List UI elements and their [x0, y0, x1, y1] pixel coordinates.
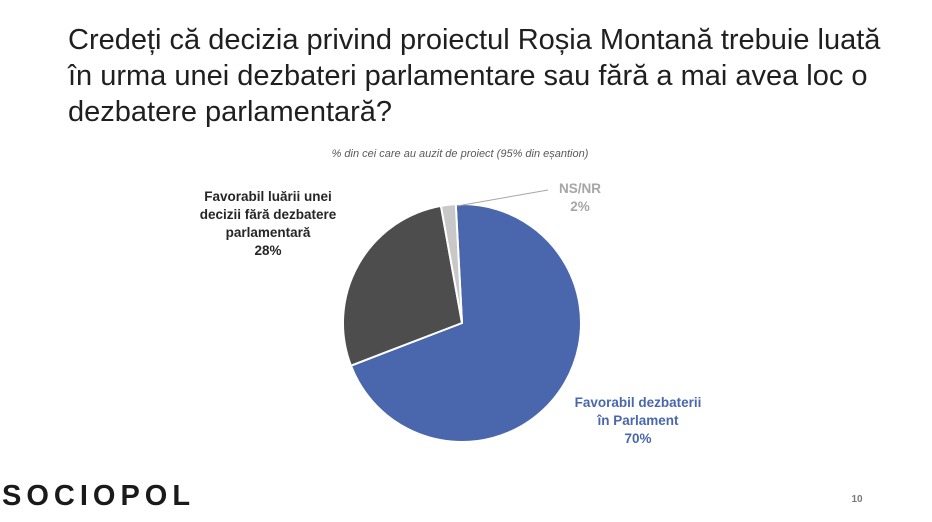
data-label-no-debate-line-2: decizii fără dezbatere: [199, 207, 337, 222]
data-label-no-debate: Favorabil luării unei decizii fără dezba…: [178, 188, 358, 260]
data-label-no-debate-line-3: parlamentară: [225, 225, 311, 240]
data-label-no-debate-line-1: Favorabil luării unei: [204, 189, 332, 204]
pie-slice-ns-nr: [439, 203, 463, 324]
page-title: Credeți că decizia privind proiectul Roș…: [68, 24, 881, 128]
data-label-no-debate-value: 28%: [254, 243, 282, 258]
data-label-debate-value: 70%: [624, 431, 652, 446]
pie-slice-debate: [349, 203, 582, 443]
data-label-ns-nr-value: 2%: [570, 199, 590, 214]
data-label-ns-nr-name: NS/NR: [558, 181, 601, 196]
sociopol-logo: SOCIOPOL: [2, 480, 196, 512]
leader-line-ns-nr: [456, 189, 549, 207]
data-label-debate: Favorabil dezbaterii în Parlament 70%: [558, 394, 718, 448]
data-label-debate-line-2: în Parlament: [597, 413, 679, 428]
pie-slice-no-debate: [341, 204, 463, 367]
chart-subtitle: % din cei care au auzit de proiect (95% …: [331, 148, 589, 160]
data-label-debate-line-1: Favorabil dezbaterii: [574, 395, 702, 410]
page-number: 10: [851, 494, 863, 505]
data-label-ns-nr: NS/NR 2%: [540, 180, 620, 216]
